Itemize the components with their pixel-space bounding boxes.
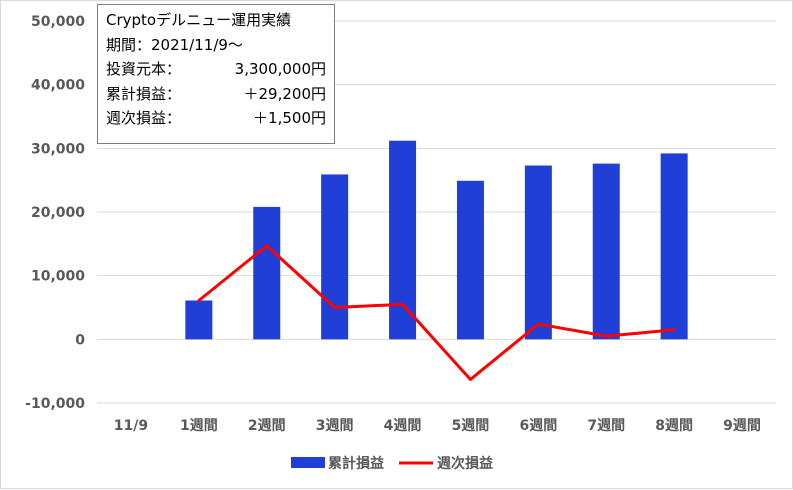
bar: [524, 165, 552, 340]
legend-label: 週次損益: [437, 455, 493, 472]
y-tick-label: 10,000: [31, 269, 85, 285]
x-tick-label: 9週間: [723, 418, 761, 434]
info-row-value: ＋1,500円: [253, 109, 326, 127]
info-row-principal: 投資元本： 3,300,000円: [106, 57, 326, 82]
y-tick-label: 50,000: [31, 14, 85, 30]
info-title: Cryptoデルニュー運用実績: [106, 11, 292, 29]
info-row-label: 累計損益：: [106, 84, 182, 103]
x-tick-label: 4週間: [384, 418, 422, 434]
x-tick-label: 1週間: [180, 418, 218, 434]
bar: [253, 206, 281, 340]
x-tick-label: 7週間: [587, 418, 625, 434]
bar: [456, 180, 484, 340]
bar: [660, 153, 688, 340]
info-row-cumulative: 累計損益： ＋29,200円: [106, 82, 326, 107]
info-row-label: 投資元本：: [106, 60, 182, 78]
x-tick-label: 3週間: [316, 418, 354, 434]
series-line: [197, 244, 676, 381]
bar: [321, 174, 349, 340]
y-tick-label: -10,000: [25, 396, 85, 412]
info-row-value: 3,300,000円: [234, 60, 326, 78]
info-period: 期間：2021/11/9～: [106, 35, 243, 54]
x-tick-label: 6週間: [519, 418, 557, 434]
x-tick-label: 2週間: [248, 418, 286, 434]
legend-swatch-bar: [291, 457, 325, 468]
y-tick-label: 0: [75, 332, 85, 348]
y-tick-label: 30,000: [31, 141, 85, 157]
y-tick-label: 40,000: [31, 78, 85, 94]
info-row-value: ＋29,200円: [243, 84, 327, 103]
info-box: Cryptoデルニュー運用実績 期間：2021/11/9～ 投資元本： 3,30…: [97, 4, 335, 144]
x-tick-label: 11/9: [114, 418, 148, 434]
y-tick-label: 20,000: [31, 205, 85, 221]
info-row-weekly: 週次損益： ＋1,500円: [106, 106, 326, 131]
legend-label: 累計損益: [328, 455, 384, 472]
bar: [592, 163, 620, 340]
x-tick-label: 5週間: [452, 418, 490, 434]
bar: [389, 140, 417, 340]
x-tick-label: 8週間: [655, 418, 693, 434]
bar: [185, 300, 213, 340]
info-row-label: 週次損益：: [106, 109, 182, 127]
